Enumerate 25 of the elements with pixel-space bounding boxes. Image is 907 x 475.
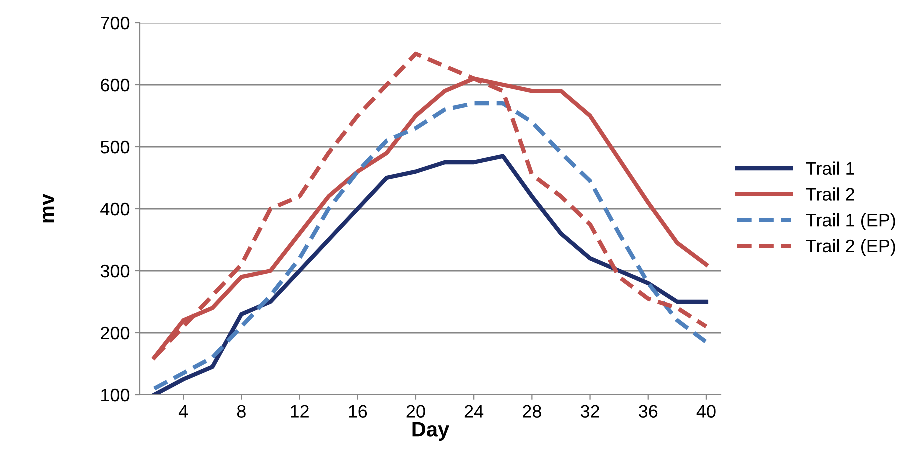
legend-label: Trail 2: [806, 188, 854, 201]
y-tick-label: 400: [100, 202, 130, 216]
x-tick-label: 12: [291, 405, 309, 418]
x-tick-label: 40: [696, 405, 716, 418]
y-tick-label: 700: [101, 16, 130, 30]
x-tick-label: 4: [178, 405, 188, 418]
x-tick-label: 16: [349, 405, 368, 418]
x-tick-label: 36: [639, 405, 658, 418]
x-tick-label: 20: [406, 405, 426, 418]
y-axis-title: mv: [42, 194, 54, 223]
legend-label: Trail 1 (EP): [806, 214, 896, 230]
y-tick-label: 600: [101, 78, 130, 92]
y-tick-label: 200: [101, 326, 130, 340]
x-axis-title: Day: [412, 422, 450, 441]
x-tick-label: 24: [464, 405, 484, 418]
y-tick-label: 500: [100, 140, 130, 154]
line-series: [152, 102, 709, 391]
y-tick-label: 100: [102, 388, 130, 402]
x-tick-label: 28: [523, 405, 542, 418]
line-series: [152, 154, 709, 395]
legend-label: Trail 2 (EP): [806, 239, 896, 256]
x-tick-label: 32: [580, 405, 600, 418]
y-tick-label: 300: [100, 264, 130, 278]
legend-label: Trail 1: [806, 162, 854, 176]
x-tick-label: 8: [237, 405, 246, 418]
